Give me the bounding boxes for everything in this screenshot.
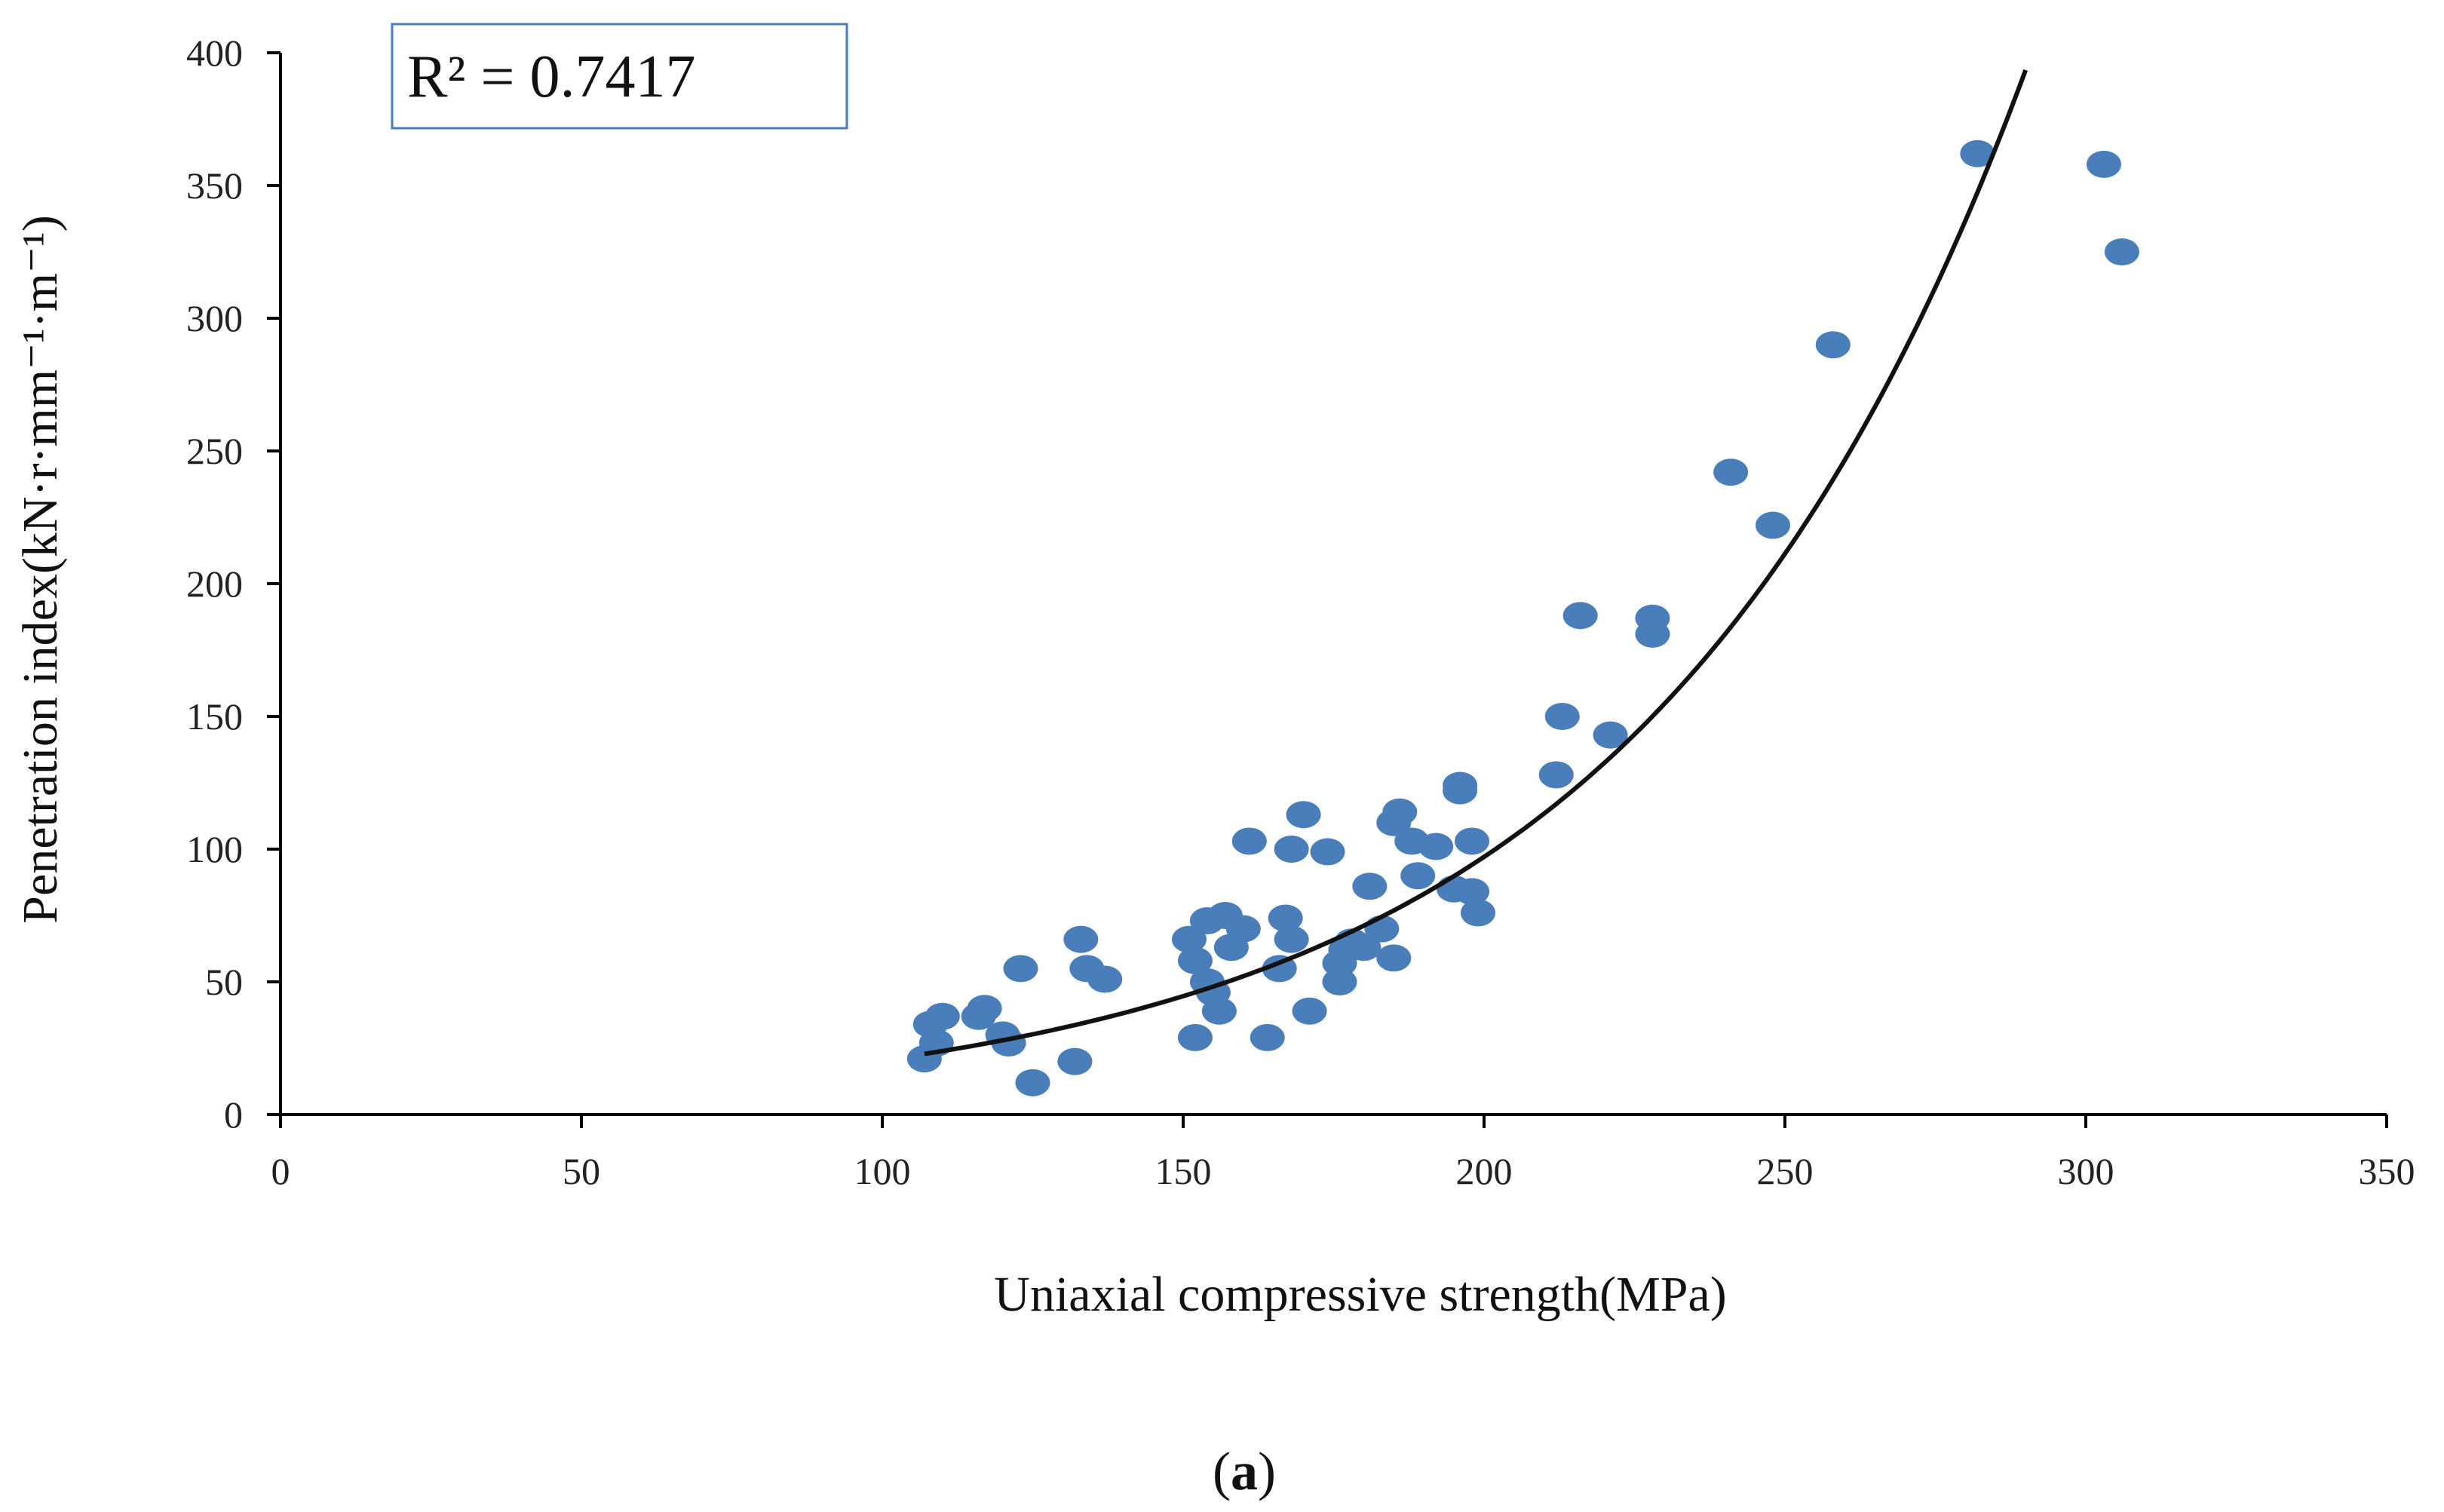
data-point [925, 1002, 960, 1030]
data-point [1201, 997, 1237, 1025]
data-point [2104, 238, 2139, 265]
data-point [1177, 1023, 1213, 1051]
y-axis-title: Penetration index(kN·r·mm⁻¹·m⁻¹) [13, 215, 68, 924]
data-point [1171, 925, 1207, 953]
r-squared-box [391, 23, 848, 130]
x-tick-label: 300 [2058, 1150, 2114, 1192]
data-point [1713, 459, 1749, 486]
data-point [1231, 827, 1267, 855]
x-tick-label: 50 [563, 1150, 600, 1192]
data-point [1418, 833, 1454, 860]
trendline [924, 69, 2028, 1057]
data-point [1250, 1023, 1285, 1051]
data-point [1225, 915, 1261, 943]
data-point [1352, 873, 1388, 900]
data-point [1310, 838, 1345, 866]
r-squared-annotation: R² = 0.7417 [391, 23, 848, 130]
y-tick-label: 100 [186, 828, 243, 870]
y-tick-label: 300 [186, 297, 243, 339]
data-point [1455, 827, 1490, 855]
data-point [1274, 925, 1309, 953]
data-point [1063, 925, 1099, 953]
data-point [1177, 946, 1213, 974]
data-point [967, 995, 1002, 1023]
data-point [1960, 140, 1995, 167]
caption-letter: a [1231, 1441, 1258, 1501]
data-point [1268, 904, 1303, 932]
data-point [1815, 331, 1851, 359]
data-point [1274, 836, 1309, 863]
data-point [1382, 798, 1418, 826]
y-tick-label: 50 [205, 961, 243, 1003]
data-point [1346, 934, 1381, 961]
data-point [1544, 703, 1580, 730]
data-point [1562, 602, 1598, 630]
y-tick-label: 150 [186, 695, 243, 738]
y-tick-label: 0 [224, 1093, 243, 1136]
x-tick-label: 250 [1757, 1150, 1814, 1192]
data-point [1593, 721, 1628, 749]
x-ticks: 0 50 100 150 200 250 300 350 [271, 1115, 2415, 1192]
data-point [1322, 968, 1357, 995]
figure-caption: (a) [1213, 1441, 1276, 1501]
data-point [1057, 1047, 1093, 1075]
data-point [1015, 1069, 1050, 1096]
data-point [1455, 878, 1490, 906]
x-tick-label: 100 [854, 1150, 911, 1192]
data-point [1087, 965, 1123, 993]
data-point [1443, 771, 1478, 799]
x-tick-label: 200 [1456, 1150, 1513, 1192]
data-point [1635, 620, 1670, 648]
x-axis-title: Uniaxial compressive strength(MPa) [994, 1267, 1726, 1322]
data-point [2086, 150, 2121, 178]
y-tick-label: 250 [186, 430, 243, 472]
y-tick-label: 200 [186, 563, 243, 605]
caption-open-paren: ( [1213, 1441, 1231, 1501]
data-point [1003, 955, 1038, 983]
data-point [1400, 862, 1436, 890]
data-point [1461, 899, 1496, 927]
x-tick-label: 0 [271, 1150, 290, 1192]
data-point [1756, 511, 1791, 539]
y-ticks: 0 50 100 150 200 250 300 350 400 [186, 32, 281, 1136]
x-tick-label: 350 [2359, 1150, 2415, 1192]
y-tick-label: 400 [186, 32, 243, 74]
data-point [1376, 944, 1412, 972]
data-point [1538, 761, 1574, 789]
data-point [1262, 955, 1297, 983]
y-tick-label: 350 [186, 164, 243, 207]
caption-close-paren: ) [1258, 1441, 1276, 1501]
r-squared-text: R² = 0.7417 [407, 44, 695, 110]
data-point [1292, 997, 1327, 1025]
data-point [1286, 801, 1321, 829]
data-points [906, 140, 2139, 1096]
x-tick-label: 150 [1155, 1150, 1212, 1192]
